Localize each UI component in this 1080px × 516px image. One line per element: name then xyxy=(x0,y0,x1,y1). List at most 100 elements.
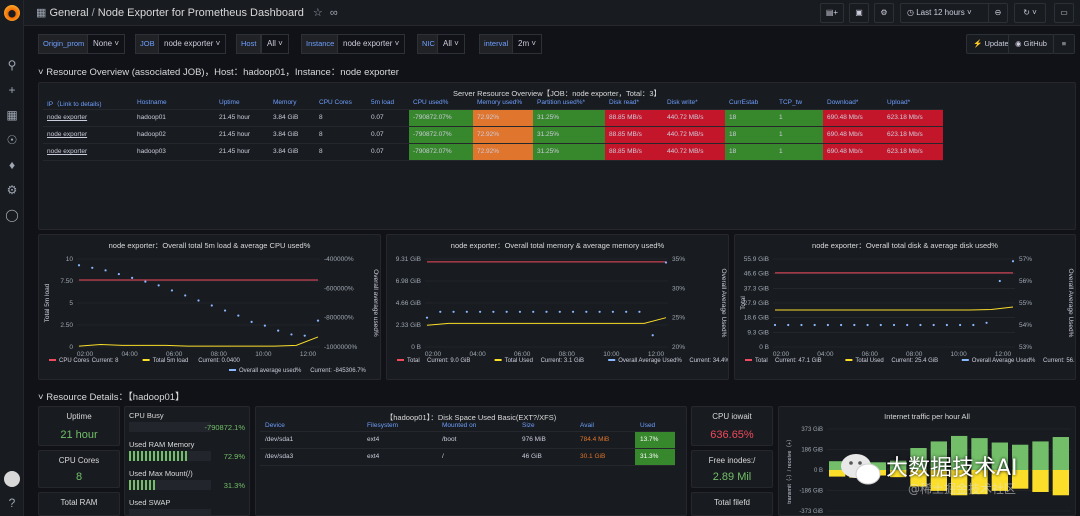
bell-icon[interactable]: ♦ xyxy=(8,158,16,172)
column-header[interactable]: CurrEstab xyxy=(725,97,775,110)
legend-item[interactable]: Overall average used% Current: -845306.7% xyxy=(229,368,367,374)
var-select-origin-prom[interactable]: None ˅ xyxy=(87,34,126,54)
top-navbar: ▦ General / Node Exporter for Prometheus… xyxy=(24,0,1080,26)
var-select-nic[interactable]: All ˅ xyxy=(437,34,465,54)
table-cell: 21.45 hour xyxy=(215,126,269,144)
save-icon[interactable]: ▣ xyxy=(849,3,869,23)
legend-item[interactable]: Total Used Current: 3.1 GiB xyxy=(494,358,584,364)
column-header[interactable]: Used xyxy=(635,421,675,432)
breadcrumb-folder[interactable]: General xyxy=(49,7,89,19)
dashboards-icon[interactable]: ▦ xyxy=(6,108,18,122)
column-header[interactable]: CPU used% xyxy=(409,97,473,110)
zoom-out-icon[interactable]: ⊖ xyxy=(988,3,1008,23)
data-point xyxy=(505,310,508,313)
menu-icon[interactable]: ≡ xyxy=(1053,34,1075,54)
y-tick-label: 6.98 GiB xyxy=(396,278,421,285)
column-header[interactable]: Disk write* xyxy=(663,97,725,110)
column-header[interactable]: CPU Cores xyxy=(315,97,367,110)
legend-item[interactable]: Overall Average Used% Current: 56.9% xyxy=(961,358,1076,364)
add-panel-icon[interactable]: ▤+ xyxy=(820,3,844,23)
column-header[interactable]: Memory xyxy=(269,97,315,110)
bar-gauge: CPU Busy -790872.1% xyxy=(129,411,245,437)
column-header[interactable]: Device xyxy=(260,421,362,432)
search-icon[interactable]: ⚲ xyxy=(7,58,17,72)
var-select-instance[interactable]: node exporter ˅ xyxy=(337,34,406,54)
share-icon[interactable]: ∞ xyxy=(329,7,338,19)
explore-icon[interactable]: ☉ xyxy=(6,133,18,147)
column-header[interactable]: 5m load xyxy=(367,97,409,110)
page-title[interactable]: Node Exporter for Prometheus Dashboard xyxy=(97,7,304,19)
refresh-button[interactable]: ↻ ˅ xyxy=(1014,3,1046,23)
data-point xyxy=(985,321,988,324)
column-header[interactable]: Size xyxy=(517,421,575,432)
column-header[interactable]: Uptime xyxy=(215,97,269,110)
y2-tick-label: 20% xyxy=(672,344,685,351)
tv-mode-icon[interactable]: ▭ xyxy=(1054,3,1074,23)
table-cell: 46 GiB xyxy=(517,448,575,466)
data-point xyxy=(638,310,641,313)
data-point xyxy=(104,269,107,272)
column-header[interactable]: Disk read* xyxy=(605,97,663,110)
host-link[interactable]: node exporter xyxy=(43,126,133,144)
legend-item[interactable]: Overall Average Used% Current: 34.4% xyxy=(608,358,729,364)
column-header[interactable]: Memory used% xyxy=(473,97,533,110)
chart-title: Internet traffic per hour All xyxy=(884,412,970,421)
x-tick-label: 06:00 xyxy=(166,351,183,358)
star-icon[interactable]: ☆ xyxy=(312,7,323,19)
legend-item[interactable]: Total 5m load Current: 0.0400 xyxy=(142,358,241,364)
column-header[interactable]: Hostname xyxy=(133,97,215,110)
column-header[interactable]: Filesystem xyxy=(362,421,437,432)
table-cell: 1 xyxy=(775,109,823,127)
series-line xyxy=(78,336,319,347)
legend-item[interactable]: Total Current: 47.1 GiB xyxy=(745,358,822,364)
data-point xyxy=(571,310,575,313)
help-icon[interactable]: ? xyxy=(8,496,16,510)
table-cell: 440.72 MB/s xyxy=(663,126,725,144)
plus-icon[interactable]: + xyxy=(8,83,16,97)
data-point xyxy=(813,323,816,327)
host-link[interactable]: node exporter xyxy=(43,143,133,161)
column-header[interactable]: TCP_tw xyxy=(775,97,823,110)
chart-panel-load-cpu: node exporter：Overall total 5m load & av… xyxy=(38,234,381,380)
shield-icon[interactable]: ◯ xyxy=(5,208,19,222)
data-point xyxy=(532,310,535,313)
data-point xyxy=(452,310,455,313)
settings-icon[interactable]: ⚙ xyxy=(874,3,894,23)
github-button[interactable]: ◉ GitHub xyxy=(1008,34,1054,54)
var-select-host[interactable]: All ˅ xyxy=(261,34,289,54)
chart-disk: 0 B 9.3 GiB 18.6 GiB 27.9 GiB 37.3 GiB 46.6 G… xyxy=(740,256,1076,364)
legend-item[interactable]: CPU Cores Current: 8 xyxy=(49,358,119,364)
stat-cpu-cores: CPU Cores 8 xyxy=(38,450,120,488)
column-header[interactable]: Download* xyxy=(823,97,883,110)
var-select-interval[interactable]: 2m ˅ xyxy=(512,34,543,54)
column-header[interactable]: Upload* xyxy=(883,97,943,110)
stat-free-inodes: Free inodes:/ 2.89 Mil xyxy=(691,450,773,488)
clock-icon: ◷ xyxy=(907,8,914,17)
column-header[interactable]: IP（Link to details) xyxy=(43,97,133,110)
table-cell: 623.18 Mb/s xyxy=(883,126,943,144)
bar-gauge-fill xyxy=(129,480,155,490)
host-link[interactable]: node exporter xyxy=(43,109,133,127)
column-header[interactable]: Partition used%* xyxy=(533,97,605,110)
gear-icon[interactable]: ⚙ xyxy=(6,183,18,197)
table-cell: 21.45 hour xyxy=(215,109,269,127)
legend-item[interactable]: Total Used Current: 25.4 GiB xyxy=(845,358,938,364)
y-tick-label: 7.50 xyxy=(60,278,73,285)
table-cell: 0.07 xyxy=(367,143,409,161)
avatar[interactable] xyxy=(4,471,20,487)
table-cell: 623.18 Mb/s xyxy=(883,109,943,127)
y-axis-label: Total 5m load xyxy=(44,283,51,322)
grafana-logo-icon[interactable] xyxy=(4,5,20,21)
row-resource-details[interactable]: ˅ Resource Details：【hadoop01】 xyxy=(38,389,185,403)
column-header[interactable]: Avail xyxy=(575,421,635,432)
watermark: 大数据技术AI @稀土掘金技术社区 xyxy=(838,448,1078,508)
apps-icon[interactable]: ▦ xyxy=(36,7,47,19)
legend-swatch xyxy=(608,359,616,361)
time-range-picker[interactable]: ◷ Last 12 hours ˅ xyxy=(900,3,992,23)
var-select-job[interactable]: node exporter ˅ xyxy=(158,34,227,54)
column-header[interactable]: Mounted on xyxy=(437,421,517,432)
y2-tick-label: 30% xyxy=(672,285,685,292)
row-resource-overview[interactable]: ˅ Resource Overview (associated JOB)，Hos… xyxy=(38,64,399,78)
x-tick-label: 08:00 xyxy=(906,351,923,358)
legend-item[interactable]: Total Current: 9.0 GiB xyxy=(397,358,470,364)
